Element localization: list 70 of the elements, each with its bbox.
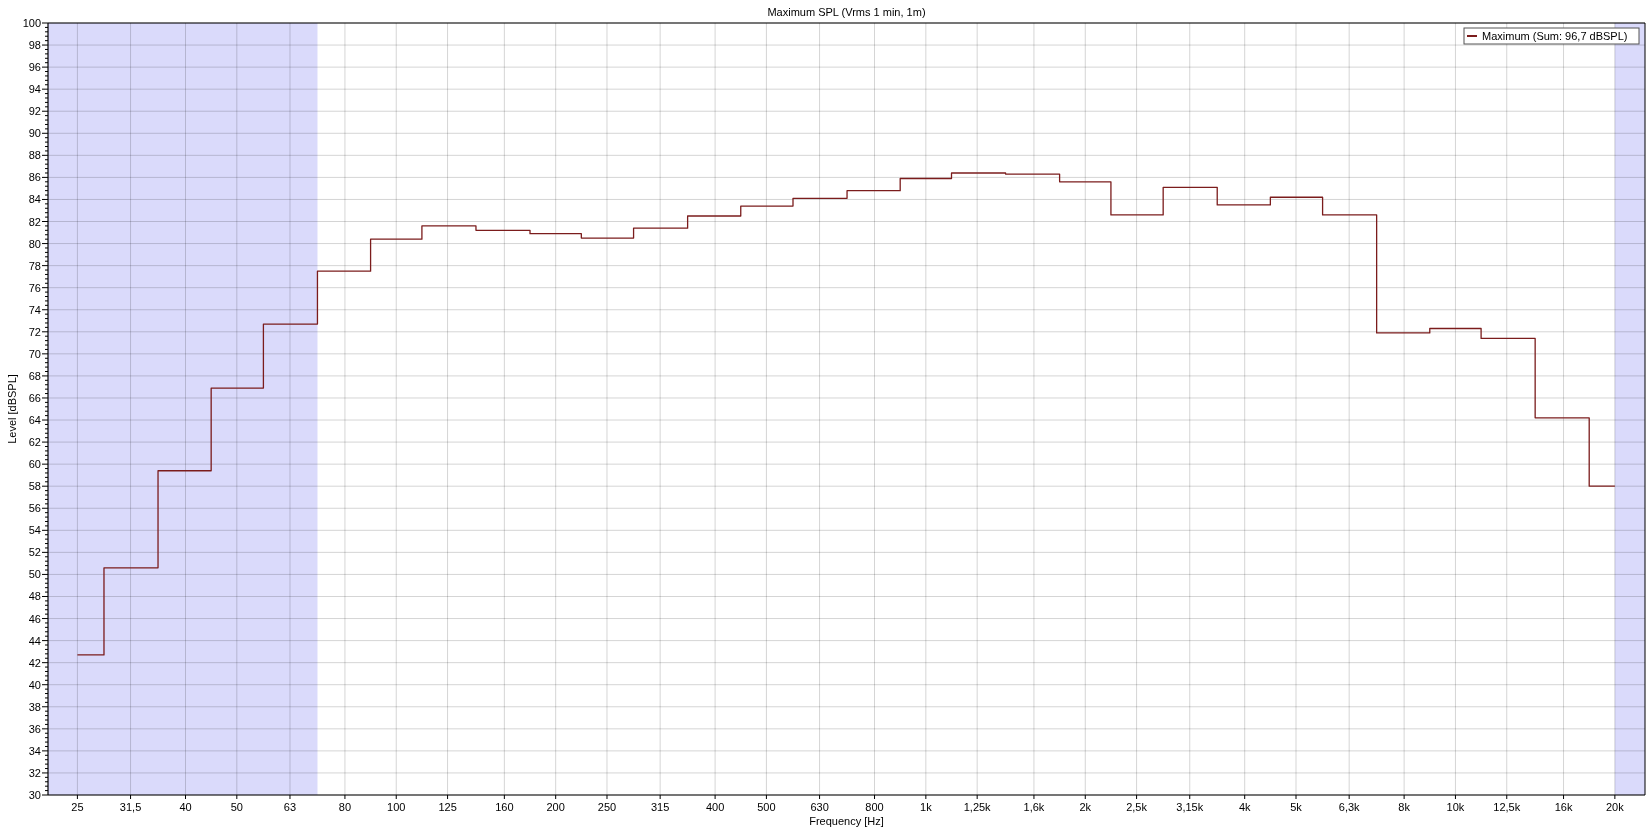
y-tick-label: 68 [28,369,41,382]
x-tick-label: 10k [1446,801,1465,813]
y-tick-label: 62 [28,436,41,449]
x-tick-label: 1,25k [963,801,992,813]
x-tick-label: 1k [920,801,933,813]
x-tick-label: 8k [1398,801,1411,813]
y-tick-label: 34 [28,744,41,757]
y-tick-label: 66 [28,391,41,404]
y-tick-label: 80 [28,237,41,250]
x-tick-label: 6,3k [1338,801,1361,813]
x-tick-label: 63 [283,801,297,813]
y-tick-label: 64 [28,414,41,427]
x-tick-label: 50 [230,801,243,813]
y-tick-label: 46 [28,612,41,625]
y-tick-label: 74 [28,303,41,316]
x-tick-label: 25 [71,801,84,813]
x-tick-label: 1,6k [1023,801,1045,813]
legend-label: Maximum (Sum: 96,7 dBSPL) [1482,30,1628,42]
x-tick-label: 20k [1605,801,1625,813]
y-tick-label: 78 [28,259,41,272]
y-tick-label: 70 [28,347,41,360]
y-tick-label: 44 [28,634,41,647]
y-tick-label: 40 [28,678,41,691]
x-tick-label: 31,5 [119,801,142,813]
y-tick-label: 72 [28,325,41,338]
x-tick-label: 3,15k [1176,801,1204,813]
x-axis-title: Frequency [Hz] [809,815,884,827]
y-tick-label: 82 [28,215,41,228]
y-tick-label: 92 [28,105,41,118]
y-tick-label: 56 [28,502,41,515]
y-tick-label: 50 [28,568,41,581]
x-tick-label: 125 [438,801,457,813]
x-tick-label: 315 [650,801,670,813]
y-tick-label: 38 [28,700,41,713]
x-tick-label: 2k [1079,801,1092,813]
y-tick-label: 98 [28,39,41,52]
x-tick-label: 160 [495,801,514,813]
x-tick-label: 5k [1290,801,1303,813]
x-tick-label: 100 [387,801,406,813]
x-tick-label: 630 [810,801,829,813]
x-tick-label: 500 [757,801,776,813]
x-tick-label: 2,5k [1126,801,1148,813]
chart-title: Maximum SPL (Vrms 1 min, 1m) [767,6,926,18]
y-tick-label: 58 [28,480,41,493]
y-axis-title: Level [dBSPL] [6,374,18,444]
y-tick-label: 52 [28,546,41,559]
x-tick-label: 800 [865,801,884,813]
y-tick-label: 94 [28,83,41,96]
y-tick-label: 86 [28,171,41,184]
x-tick-label: 12,5k [1493,801,1521,813]
y-tick-label: 32 [28,766,41,779]
x-tick-label: 80 [338,801,352,813]
y-tick-label: 48 [28,590,41,603]
y-tick-label: 90 [28,127,41,140]
y-tick-label: 30 [28,789,41,801]
y-tick-label: 42 [28,656,41,669]
y-tick-label: 54 [28,524,41,537]
x-tick-label: 16k [1554,801,1573,813]
y-tick-label: 60 [28,458,41,471]
y-tick-label: 100 [22,17,41,29]
y-tick-label: 36 [28,722,41,735]
y-tick-label: 84 [28,193,41,206]
x-tick-label: 250 [597,801,617,813]
x-tick-label: 200 [546,801,565,813]
x-tick-label: 4k [1238,801,1251,813]
y-tick-label: 76 [28,281,41,294]
x-tick-label: 400 [705,801,725,813]
x-tick-label: 40 [179,801,192,813]
y-tick-label: 88 [28,149,41,162]
y-tick-label: 96 [28,61,41,74]
